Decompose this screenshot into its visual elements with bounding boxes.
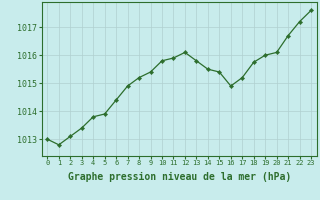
- X-axis label: Graphe pression niveau de la mer (hPa): Graphe pression niveau de la mer (hPa): [68, 172, 291, 182]
